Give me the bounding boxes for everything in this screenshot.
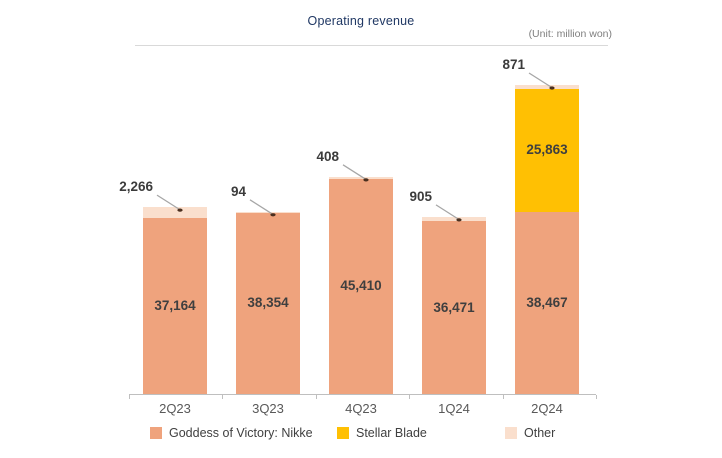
legend-swatch-stellar-blade [337, 427, 349, 439]
legend-item-goddess-of-victory-nikke: Goddess of Victory: Nikke [150, 426, 313, 440]
legend-item-other: Other [505, 426, 555, 440]
x-axis-label-2Q24: 2Q24 [531, 401, 563, 416]
x-axis-tick [129, 395, 130, 399]
callout-label-2Q23: 2,266 [119, 179, 153, 195]
legend-label-goddess-of-victory-nikke: Goddess of Victory: Nikke [169, 426, 313, 440]
bar-segment-other-1Q24 [422, 216, 486, 222]
x-axis-tick [409, 395, 411, 399]
bar-segment-goddess-of-victory-nikke-2Q23 [143, 217, 207, 394]
bar-segment-goddess-of-victory-nikke-2Q24 [515, 211, 579, 394]
bar-value-label-goddess-of-victory-nikke-1Q24: 36,471 [433, 299, 475, 315]
legend-item-stellar-blade: Stellar Blade [337, 426, 427, 440]
callout-label-3Q23: 94 [230, 183, 246, 199]
x-axis-tick [502, 395, 504, 399]
bar-value-label-goddess-of-victory-nikke-3Q23: 38,354 [247, 295, 289, 311]
x-axis-label-4Q23: 4Q23 [345, 401, 377, 416]
callout-label-1Q24: 905 [409, 188, 432, 204]
x-axis-tick [222, 395, 224, 399]
bar-value-label-goddess-of-victory-nikke-2Q23: 37,164 [154, 297, 196, 313]
callout-label-2Q24: 871 [502, 57, 525, 72]
header-divider [135, 45, 608, 46]
legend-swatch-goddess-of-victory-nikke [150, 427, 162, 439]
bar-segment-goddess-of-victory-nikke-4Q23 [329, 178, 393, 394]
chart-title: Operating revenue [307, 14, 415, 28]
bar-segment-goddess-of-victory-nikke-1Q24 [422, 221, 486, 394]
x-axis-line [129, 394, 596, 395]
bar-segment-other-2Q24 [515, 85, 579, 90]
x-axis-tick [315, 395, 317, 399]
bar-segment-other-4Q23 [329, 176, 393, 179]
x-axis-tick [596, 395, 597, 399]
x-axis-label-3Q23: 3Q23 [252, 401, 284, 416]
x-axis-label-2Q23: 2Q23 [159, 401, 191, 416]
bar-segment-stellar-blade-2Q24 [515, 89, 579, 212]
x-axis-label-1Q24: 1Q24 [438, 401, 470, 416]
legend-label-other: Other [524, 426, 556, 440]
bar-value-label-goddess-of-victory-nikke-2Q24: 38,467 [526, 294, 568, 310]
legend-swatch-other [505, 427, 517, 439]
callout-label-4Q23: 408 [316, 148, 339, 164]
bar-value-label-goddess-of-victory-nikke-4Q23: 45,410 [340, 278, 382, 294]
unit-label: (Unit: million won) [528, 28, 612, 40]
bar-value-label-stellar-blade-2Q24: 25,863 [526, 142, 568, 158]
legend-label-stellar-blade: Stellar Blade [356, 426, 427, 440]
bar-segment-other-2Q23 [143, 207, 207, 218]
bar-segment-goddess-of-victory-nikke-3Q23 [236, 212, 300, 394]
